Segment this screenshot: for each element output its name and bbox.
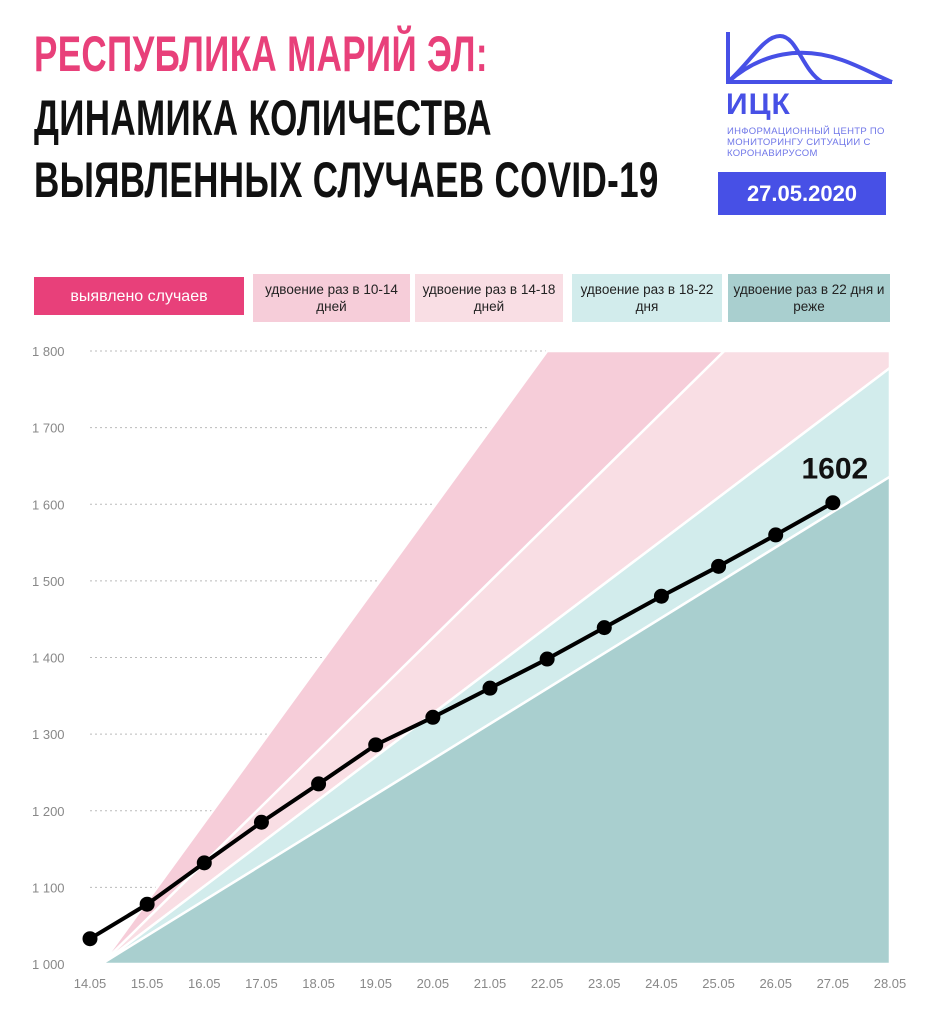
x-tick-label: 25.05 <box>702 976 735 991</box>
legend-cases: выявлено случаев <box>34 277 244 315</box>
data-point <box>711 558 727 574</box>
x-tick-label: 28.05 <box>874 976 907 991</box>
x-tick-label: 14.05 <box>74 976 107 991</box>
x-tick-label: 16.05 <box>188 976 221 991</box>
logo-subtitle: ИНФОРМАЦИОННЫЙ ЦЕНТР ПО МОНИТОРИНГУ СИТУ… <box>727 126 885 159</box>
x-tick-label: 23.05 <box>588 976 621 991</box>
legend-doubling-22-plus: удвоение раз в 22 дня и реже <box>728 274 890 322</box>
logo-icon <box>726 32 893 84</box>
x-tick-label: 17.05 <box>245 976 278 991</box>
x-tick-label: 27.05 <box>817 976 850 991</box>
y-tick-label: 1 500 <box>32 574 65 589</box>
x-tick-label: 21.05 <box>474 976 507 991</box>
last-value-label: 1602 <box>801 453 868 486</box>
title-line-3: ВЫЯВЛЕННЫХ СЛУЧАЕВ COVID-19 <box>34 152 659 208</box>
y-tick-label: 1 300 <box>32 727 65 742</box>
y-tick-label: 1 800 <box>32 344 65 359</box>
data-point <box>768 527 784 543</box>
x-tick-label: 18.05 <box>302 976 335 991</box>
legend-doubling-10-14: удвоение раз в 10-14 дней <box>253 274 410 322</box>
data-point <box>253 814 269 830</box>
cases-line <box>88 500 834 941</box>
y-tick-label: 1 700 <box>32 421 65 436</box>
y-tick-label: 1 100 <box>32 880 65 895</box>
legend-doubling-18-22: удвоение раз в 18-22 дня <box>572 274 722 322</box>
doubling-band <box>100 475 892 966</box>
data-point <box>196 855 212 871</box>
data-point <box>825 495 841 511</box>
x-tick-label: 26.05 <box>759 976 792 991</box>
data-point <box>368 737 384 753</box>
x-tick-label: 19.05 <box>359 976 392 991</box>
legend-doubling-14-18: удвоение раз в 14-18 дней <box>415 274 563 322</box>
data-point <box>482 680 498 696</box>
x-tick-label: 24.05 <box>645 976 678 991</box>
title-line-2: ДИНАМИКА КОЛИЧЕСТВА <box>34 90 492 146</box>
data-point <box>653 588 669 604</box>
logo-abbreviation: ИЦК <box>726 88 791 121</box>
x-tick-label: 20.05 <box>417 976 450 991</box>
data-point <box>425 709 441 725</box>
data-point <box>539 651 555 667</box>
data-point <box>82 931 98 947</box>
date-badge: 27.05.2020 <box>718 172 886 215</box>
data-point <box>139 896 155 912</box>
y-tick-label: 1 000 <box>32 957 65 972</box>
x-tick-label: 15.05 <box>131 976 164 991</box>
y-tick-label: 1 600 <box>32 497 65 512</box>
title-line-1: РЕСПУБЛИКА МАРИЙ ЭЛ: <box>34 26 488 82</box>
y-tick-label: 1 400 <box>32 651 65 666</box>
x-tick-label: 22.05 <box>531 976 564 991</box>
data-point <box>311 776 327 792</box>
data-point <box>596 620 612 636</box>
y-tick-label: 1 200 <box>32 804 65 819</box>
